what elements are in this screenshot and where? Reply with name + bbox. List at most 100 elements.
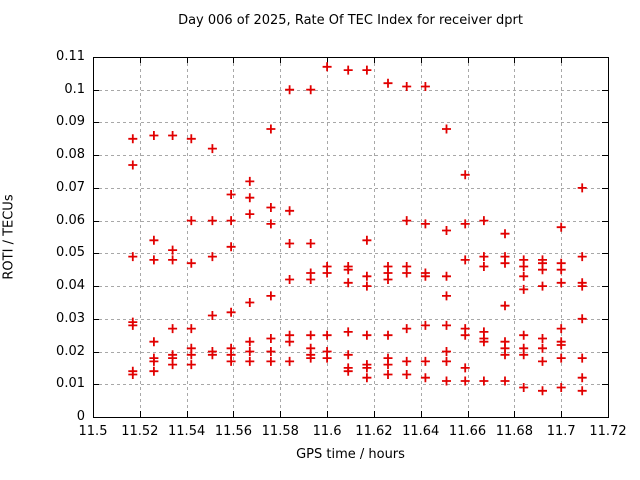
data-point-marker [186, 216, 196, 226]
data-point-marker [266, 124, 276, 134]
data-point-marker [442, 356, 451, 366]
data-point-marker [306, 85, 316, 95]
data-point-marker [343, 327, 353, 337]
data-point-marker [186, 350, 196, 360]
data-point-marker [362, 330, 372, 340]
data-point-marker [168, 255, 178, 265]
data-point-marker [556, 353, 566, 363]
data-point-marker [460, 255, 470, 265]
data-point-marker [168, 324, 178, 334]
data-point-marker [245, 209, 255, 219]
data-point-marker [168, 360, 178, 370]
data-points-layer [128, 62, 587, 396]
y-tick-label: 0.11 [56, 49, 85, 64]
data-point-marker [285, 239, 295, 248]
data-point-marker [207, 252, 217, 262]
data-point-marker [556, 324, 566, 334]
data-point-marker [266, 356, 276, 366]
grid-layer [93, 57, 608, 417]
y-tick-label: 0.01 [56, 376, 85, 392]
data-point-marker [149, 131, 159, 140]
data-point-marker [266, 291, 276, 301]
data-point-marker [538, 356, 547, 366]
y-tick-label: 0.07 [56, 179, 85, 195]
data-point-marker [460, 363, 470, 373]
data-point-marker [402, 268, 412, 278]
data-point-marker [285, 275, 295, 284]
data-point-marker [556, 278, 566, 288]
data-point-marker [500, 229, 510, 239]
data-point-marker [577, 252, 587, 262]
data-point-marker [402, 370, 412, 379]
data-point-marker [500, 376, 510, 386]
x-tick-label: 11.68 [495, 424, 533, 439]
data-point-marker [186, 324, 196, 334]
data-point-marker [383, 330, 393, 340]
data-point-marker [343, 278, 353, 288]
data-point-marker [168, 131, 178, 140]
data-point-marker [245, 356, 255, 366]
data-point-marker [207, 311, 217, 320]
data-point-marker [538, 386, 547, 396]
data-point-marker [538, 265, 547, 275]
data-point-marker [402, 324, 412, 334]
data-point-marker [442, 291, 451, 301]
data-point-marker [577, 281, 587, 291]
chart-title: Day 006 of 2025, Rate Of TEC Index for r… [178, 13, 523, 28]
y-tick-label: 0.02 [56, 343, 85, 359]
data-point-marker [460, 330, 470, 340]
data-point-marker [556, 265, 566, 275]
data-point-marker [479, 252, 489, 262]
data-point-marker [577, 373, 587, 383]
data-point-marker [226, 216, 236, 226]
y-tick-label: 0.05 [56, 245, 85, 261]
data-point-marker [343, 366, 353, 376]
data-point-marker [556, 222, 566, 232]
data-point-marker [343, 65, 353, 75]
data-point-marker [577, 183, 587, 193]
data-point-marker [128, 252, 138, 262]
data-point-marker [519, 383, 529, 392]
y-tick-label: 0 [76, 409, 85, 424]
data-point-marker [420, 356, 430, 366]
y-tick-label: 0.09 [56, 114, 85, 130]
data-point-marker [420, 271, 430, 281]
x-tick-label: 11.62 [355, 424, 393, 439]
data-point-marker [128, 370, 138, 379]
data-point-marker [383, 78, 393, 88]
y-tick-label: 0.08 [56, 147, 85, 163]
data-point-marker [128, 134, 138, 144]
data-point-marker [322, 330, 332, 340]
data-point-marker [442, 347, 451, 356]
data-point-marker [402, 356, 412, 366]
data-point-marker [186, 360, 196, 370]
data-point-marker [266, 203, 276, 212]
data-point-marker [245, 298, 255, 307]
data-point-marker [226, 356, 236, 366]
data-point-marker [442, 320, 451, 330]
data-point-marker [322, 62, 332, 72]
data-point-marker [149, 356, 159, 366]
x-tick-label: 11.52 [121, 424, 159, 439]
y-tick-label: 0.03 [56, 310, 85, 326]
data-point-marker [362, 281, 372, 291]
y-tick-label: 0.06 [56, 212, 85, 228]
data-point-marker [556, 340, 566, 350]
data-point-marker [420, 82, 430, 91]
data-point-marker [479, 337, 489, 347]
data-point-marker [322, 268, 332, 278]
data-point-marker [186, 134, 196, 144]
data-point-marker [362, 235, 372, 245]
data-point-marker [519, 262, 529, 271]
data-point-marker [460, 376, 470, 386]
data-point-marker [479, 262, 489, 271]
x-tick-label: 11.56 [214, 424, 253, 439]
y-tick-label: 0.04 [56, 278, 85, 294]
x-tick-label: 11.6 [312, 424, 342, 439]
data-point-marker [500, 258, 510, 268]
data-point-marker [577, 386, 587, 396]
data-point-marker [479, 376, 489, 386]
data-point-marker [306, 330, 316, 340]
